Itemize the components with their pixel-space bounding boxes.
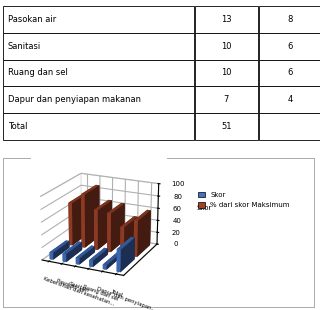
Text: 6: 6 bbox=[288, 42, 293, 51]
FancyBboxPatch shape bbox=[3, 113, 194, 140]
Text: Dapur dan penyiapan makanan: Dapur dan penyiapan makanan bbox=[8, 95, 141, 104]
FancyBboxPatch shape bbox=[195, 113, 258, 140]
Text: 6: 6 bbox=[288, 69, 293, 78]
FancyBboxPatch shape bbox=[259, 60, 320, 86]
FancyBboxPatch shape bbox=[259, 113, 320, 140]
FancyBboxPatch shape bbox=[195, 60, 258, 86]
FancyBboxPatch shape bbox=[195, 6, 258, 33]
Text: Pasokan air: Pasokan air bbox=[8, 15, 56, 24]
Text: 7: 7 bbox=[224, 95, 229, 104]
FancyBboxPatch shape bbox=[195, 33, 258, 60]
Text: 4: 4 bbox=[288, 95, 293, 104]
FancyBboxPatch shape bbox=[195, 86, 258, 113]
Text: Ruang dan sel: Ruang dan sel bbox=[8, 69, 68, 78]
Text: 51: 51 bbox=[221, 122, 232, 131]
Text: 10: 10 bbox=[221, 42, 232, 51]
Text: Sanitasi: Sanitasi bbox=[8, 42, 41, 51]
FancyBboxPatch shape bbox=[3, 60, 194, 86]
FancyBboxPatch shape bbox=[259, 6, 320, 33]
FancyBboxPatch shape bbox=[259, 33, 320, 60]
FancyBboxPatch shape bbox=[259, 86, 320, 113]
FancyBboxPatch shape bbox=[3, 6, 194, 33]
FancyBboxPatch shape bbox=[3, 86, 194, 113]
Legend: Skor, % dari skor Maksimum: Skor, % dari skor Maksimum bbox=[196, 189, 292, 210]
Text: 8: 8 bbox=[288, 15, 293, 24]
Text: 13: 13 bbox=[221, 15, 232, 24]
Text: Total: Total bbox=[8, 122, 28, 131]
FancyBboxPatch shape bbox=[3, 33, 194, 60]
Text: 10: 10 bbox=[221, 69, 232, 78]
